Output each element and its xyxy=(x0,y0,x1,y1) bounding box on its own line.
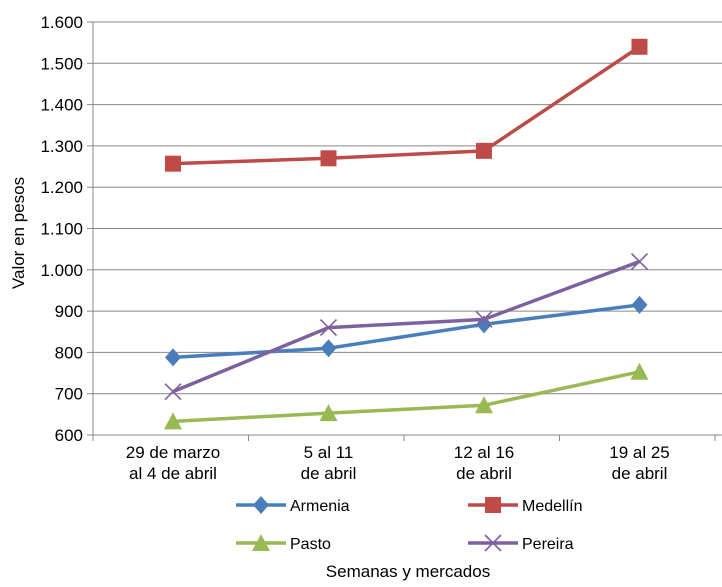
x-tick-label: 5 al 11 de abril xyxy=(301,443,357,483)
data-point-pasto xyxy=(319,404,338,422)
data-point-pereira xyxy=(630,252,649,271)
x-marker-stroke xyxy=(484,534,502,552)
y-tick-label: 1.400 xyxy=(40,96,83,115)
y-tick-label: 900 xyxy=(55,302,83,321)
series-medellin xyxy=(165,38,648,172)
data-point-armenia xyxy=(631,295,648,314)
data-point-armenia xyxy=(320,339,337,358)
series-armenia xyxy=(165,295,648,367)
legend-label: Armenia xyxy=(290,498,350,515)
x-marker-stroke xyxy=(475,310,493,328)
x-marker-stroke xyxy=(630,252,649,271)
legend-item-armenia: Armenia xyxy=(236,496,350,515)
y-tick-label: 1.600 xyxy=(40,13,83,32)
data-point-pasto xyxy=(475,396,493,414)
data-point-pereira xyxy=(475,310,493,328)
y-tick-label: 1.300 xyxy=(40,137,83,156)
data-point-armenia xyxy=(165,348,181,367)
series-line-pereira xyxy=(172,259,641,394)
legend-label: Pereira xyxy=(522,536,574,553)
y-axis-ticks: 600 700 800 900 1.000 1.100 1.200 1.300 1.400 1.5… xyxy=(40,13,93,445)
x-marker-stroke xyxy=(319,319,338,337)
x-marker-stroke xyxy=(164,383,182,401)
legend-item-pereira: Pereira xyxy=(468,534,574,553)
x-tick-label: 29 de marzo al 4 de abril xyxy=(126,443,221,483)
legend: Armenia Medellín Pasto Pereira xyxy=(236,496,582,553)
series-group xyxy=(164,38,649,430)
y-tick-label: 1.500 xyxy=(40,54,83,73)
gridlines xyxy=(93,21,722,395)
series-line-pasto xyxy=(172,370,640,424)
legend-marker xyxy=(484,534,502,552)
legend-marker xyxy=(253,496,269,514)
data-point-pereira xyxy=(319,319,338,337)
series-line-medellin xyxy=(172,45,641,166)
legend-marker xyxy=(485,497,501,513)
y-tick-label: 600 xyxy=(55,426,83,445)
legend-label: Medellín xyxy=(522,498,582,515)
y-tick-label: 800 xyxy=(55,343,83,362)
data-point-medellin xyxy=(631,38,648,55)
series-line-armenia xyxy=(172,303,640,360)
x-axis-ticks: 29 de marzo al 4 de abril 5 al 11 de abril 1… xyxy=(92,435,716,483)
y-axis-label: Valor en pesos xyxy=(9,177,28,289)
data-point-medellin xyxy=(165,155,181,172)
x-tick-label: 19 al 25 de abril xyxy=(609,443,670,483)
series-pasto xyxy=(164,362,649,430)
data-point-medellin xyxy=(320,150,337,167)
y-tick-label: 700 xyxy=(55,385,83,404)
series-pereira xyxy=(164,252,649,401)
data-point-medellin xyxy=(476,142,492,159)
legend-label: Pasto xyxy=(290,536,331,553)
data-point-pereira xyxy=(164,383,182,401)
y-tick-label: 1.000 xyxy=(40,261,83,280)
data-point-pasto xyxy=(164,412,182,430)
legend-marker xyxy=(252,534,270,551)
legend-item-pasto: Pasto xyxy=(236,534,331,553)
x-axis-label: Semanas y mercados xyxy=(326,562,490,581)
y-tick-label: 1.200 xyxy=(40,178,83,197)
legend-item-medellin: Medellín xyxy=(468,497,582,515)
y-tick-label: 1.100 xyxy=(40,220,83,239)
data-point-pasto xyxy=(630,362,649,380)
x-tick-label: 12 al 16 de abril xyxy=(454,443,515,483)
